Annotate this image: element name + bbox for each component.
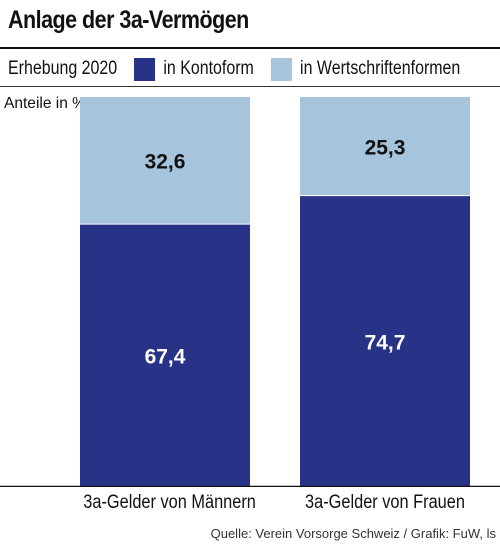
data-label: 67,4: [145, 346, 186, 369]
data-label: 25,3: [365, 136, 406, 159]
title-rule: [0, 47, 500, 49]
stacked-bar-chart: Anteile in % 67,4 32,6 74,7 25,3: [0, 95, 500, 487]
category-label-maenner: 3a-Gelder von Männern: [83, 492, 256, 513]
bar-wertschriften-frauen: [300, 97, 470, 196]
data-label: 74,7: [365, 331, 406, 354]
source-note: Quelle: Verein Vorsorge Schweiz / Grafik…: [210, 526, 496, 541]
data-label: 32,6: [145, 151, 186, 174]
legend-swatch-kontoform: [133, 57, 155, 81]
y-axis-label: Anteile in %: [4, 95, 86, 112]
legend-label-kontoform: in Kontoform: [163, 58, 254, 79]
bar-wertschriften-maenner: [80, 97, 250, 225]
legend-swatch-wertschriften: [270, 57, 292, 81]
survey-year-label: Erhebung 2020: [8, 58, 118, 79]
legend: Erhebung 2020 in Kontoform in Wertschrif…: [8, 56, 460, 82]
bar-kontoform-maenner: [80, 224, 250, 487]
category-label-frauen: 3a-Gelder von Frauen: [305, 492, 465, 513]
legend-label-wertschriften: in Wertschriftenformen: [300, 58, 461, 79]
bar-kontoform-frauen: [300, 195, 470, 487]
chart-title: Anlage der 3a-Vermögen: [8, 6, 249, 34]
legend-rule: [0, 86, 500, 87]
